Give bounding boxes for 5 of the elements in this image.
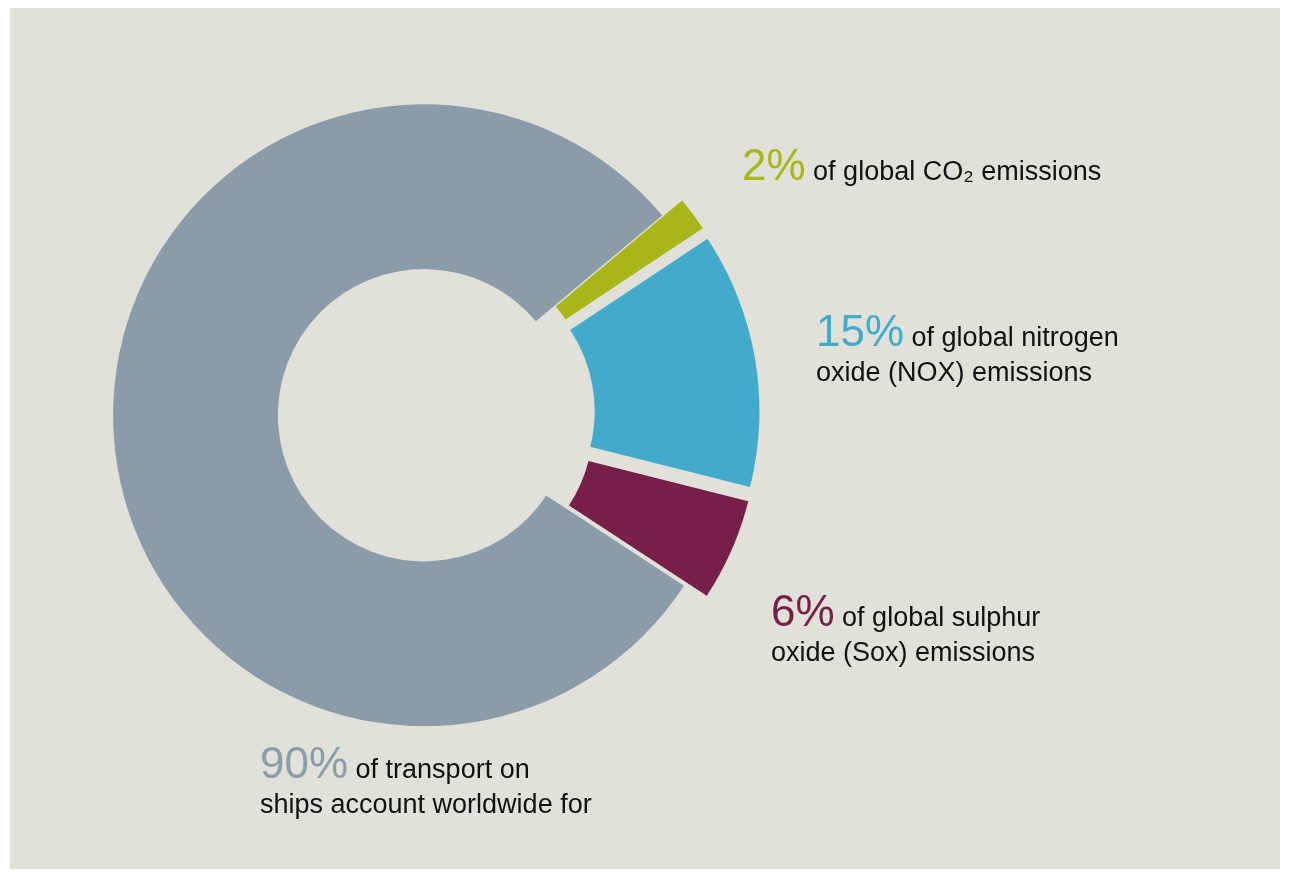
- data-label: 6%: [771, 586, 835, 635]
- slice-label: of global CO₂ emissions: [813, 156, 1102, 186]
- data-label: 90%: [260, 738, 349, 787]
- data-label: 15%: [816, 306, 905, 355]
- data-label: 2%: [742, 140, 806, 189]
